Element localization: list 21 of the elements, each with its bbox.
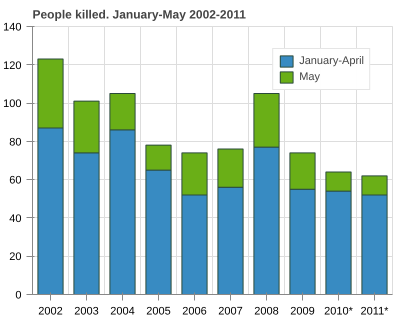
- x-tick-label: 2011*: [360, 306, 390, 318]
- legend-label: January-April: [299, 55, 364, 67]
- x-tick-label: 2004: [110, 306, 135, 318]
- y-tick-label: 80: [9, 136, 22, 148]
- y-tick-label: 0: [15, 290, 22, 302]
- y-tick-label: 140: [3, 22, 22, 34]
- y-tick-label: 120: [3, 60, 22, 72]
- x-tick-label: 2003: [74, 306, 99, 318]
- legend-label: May: [299, 71, 320, 83]
- x-tick-label: 2009: [290, 306, 315, 318]
- x-tick-label: 2002: [38, 306, 63, 318]
- y-tick-label: 60: [9, 174, 22, 187]
- x-tick-label: 2007: [218, 306, 243, 318]
- x-tick-label: 2005: [146, 306, 171, 318]
- chart-title: People killed. January-May 2002-2011: [32, 8, 246, 22]
- x-tick-label: 2010*: [324, 306, 354, 318]
- x-tick-label: 2006: [182, 306, 207, 318]
- y-tick-label: 100: [3, 98, 22, 110]
- y-tick-label: 20: [9, 251, 22, 264]
- y-tick-label: 40: [9, 212, 22, 225]
- x-tick-label: 2008: [254, 306, 279, 318]
